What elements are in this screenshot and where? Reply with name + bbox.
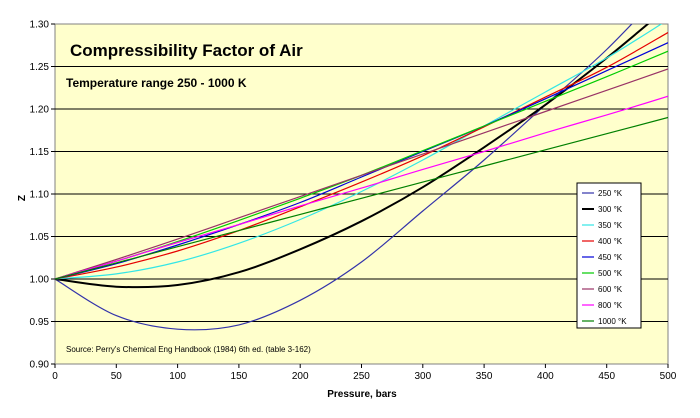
series-line-2 [55, 24, 663, 280]
legend-label: 1000 °K [598, 317, 627, 326]
y-tick-label: 1.00 [30, 275, 50, 286]
y-tick-label: 0.95 [30, 317, 50, 328]
chart-title: Compressibility Factor of Air [70, 41, 303, 60]
x-tick-label: 400 [537, 371, 554, 382]
x-tick-label: 50 [111, 371, 123, 382]
legend-label: 500 °K [598, 269, 623, 278]
y-axis-ticks: 0.90 0.95 1.00 1.05 1.10 1.15 1.20 1.25 1.30 [30, 20, 55, 371]
legend: 250 °K 300 °K 350 °K 400 °K 450 °K 500 °K 600 … [576, 182, 642, 329]
series-lines [55, 24, 668, 331]
series-line-3 [55, 31, 668, 280]
y-tick-label: 1.25 [30, 62, 50, 73]
source-note: Source: Perry's Chemical Eng Handbook (1… [66, 345, 311, 354]
series-line-7 [55, 95, 668, 280]
legend-label: 600 °K [598, 285, 623, 294]
legend-label: 800 °K [598, 301, 623, 310]
y-tick-label: 1.05 [30, 232, 50, 243]
x-tick-label: 500 [660, 371, 677, 382]
x-tick-label: 100 [169, 371, 186, 382]
legend-label: 300 °K [598, 205, 623, 214]
legend-box [576, 182, 642, 329]
legend-label: 450 °K [598, 253, 623, 262]
series-line-6 [55, 68, 668, 280]
x-tick-label: 350 [476, 371, 493, 382]
x-axis-ticks: 0 50 100 150 200 250 300 350 400 450 500 [52, 364, 677, 382]
series-line-0 [55, 24, 633, 331]
x-axis-title: Pressure, bars [327, 389, 397, 400]
series-line-4 [55, 42, 668, 280]
y-tick-label: 1.30 [30, 20, 50, 31]
x-tick-label: 200 [292, 371, 309, 382]
x-tick-label: 300 [414, 371, 431, 382]
legend-entries: 250 °K 300 °K 350 °K 400 °K 450 °K 500 °K 600 … [582, 189, 627, 326]
legend-label: 350 °K [598, 221, 623, 230]
x-tick-label: 250 [353, 371, 370, 382]
grid-lines [55, 66, 668, 322]
x-tick-label: 450 [598, 371, 615, 382]
x-tick-label: 0 [52, 371, 58, 382]
y-tick-label: 0.90 [30, 360, 50, 371]
legend-label: 250 °K [598, 189, 623, 198]
legend-label: 400 °K [598, 237, 623, 246]
y-tick-label: 1.20 [30, 105, 50, 116]
series-line-8 [55, 116, 668, 280]
y-tick-label: 1.10 [30, 190, 50, 201]
x-tick-label: 150 [231, 371, 248, 382]
y-tick-label: 1.15 [30, 147, 50, 158]
y-axis-title: Z [17, 195, 28, 201]
chart-subtitle: Temperature range 250 - 1000 K [66, 76, 247, 90]
